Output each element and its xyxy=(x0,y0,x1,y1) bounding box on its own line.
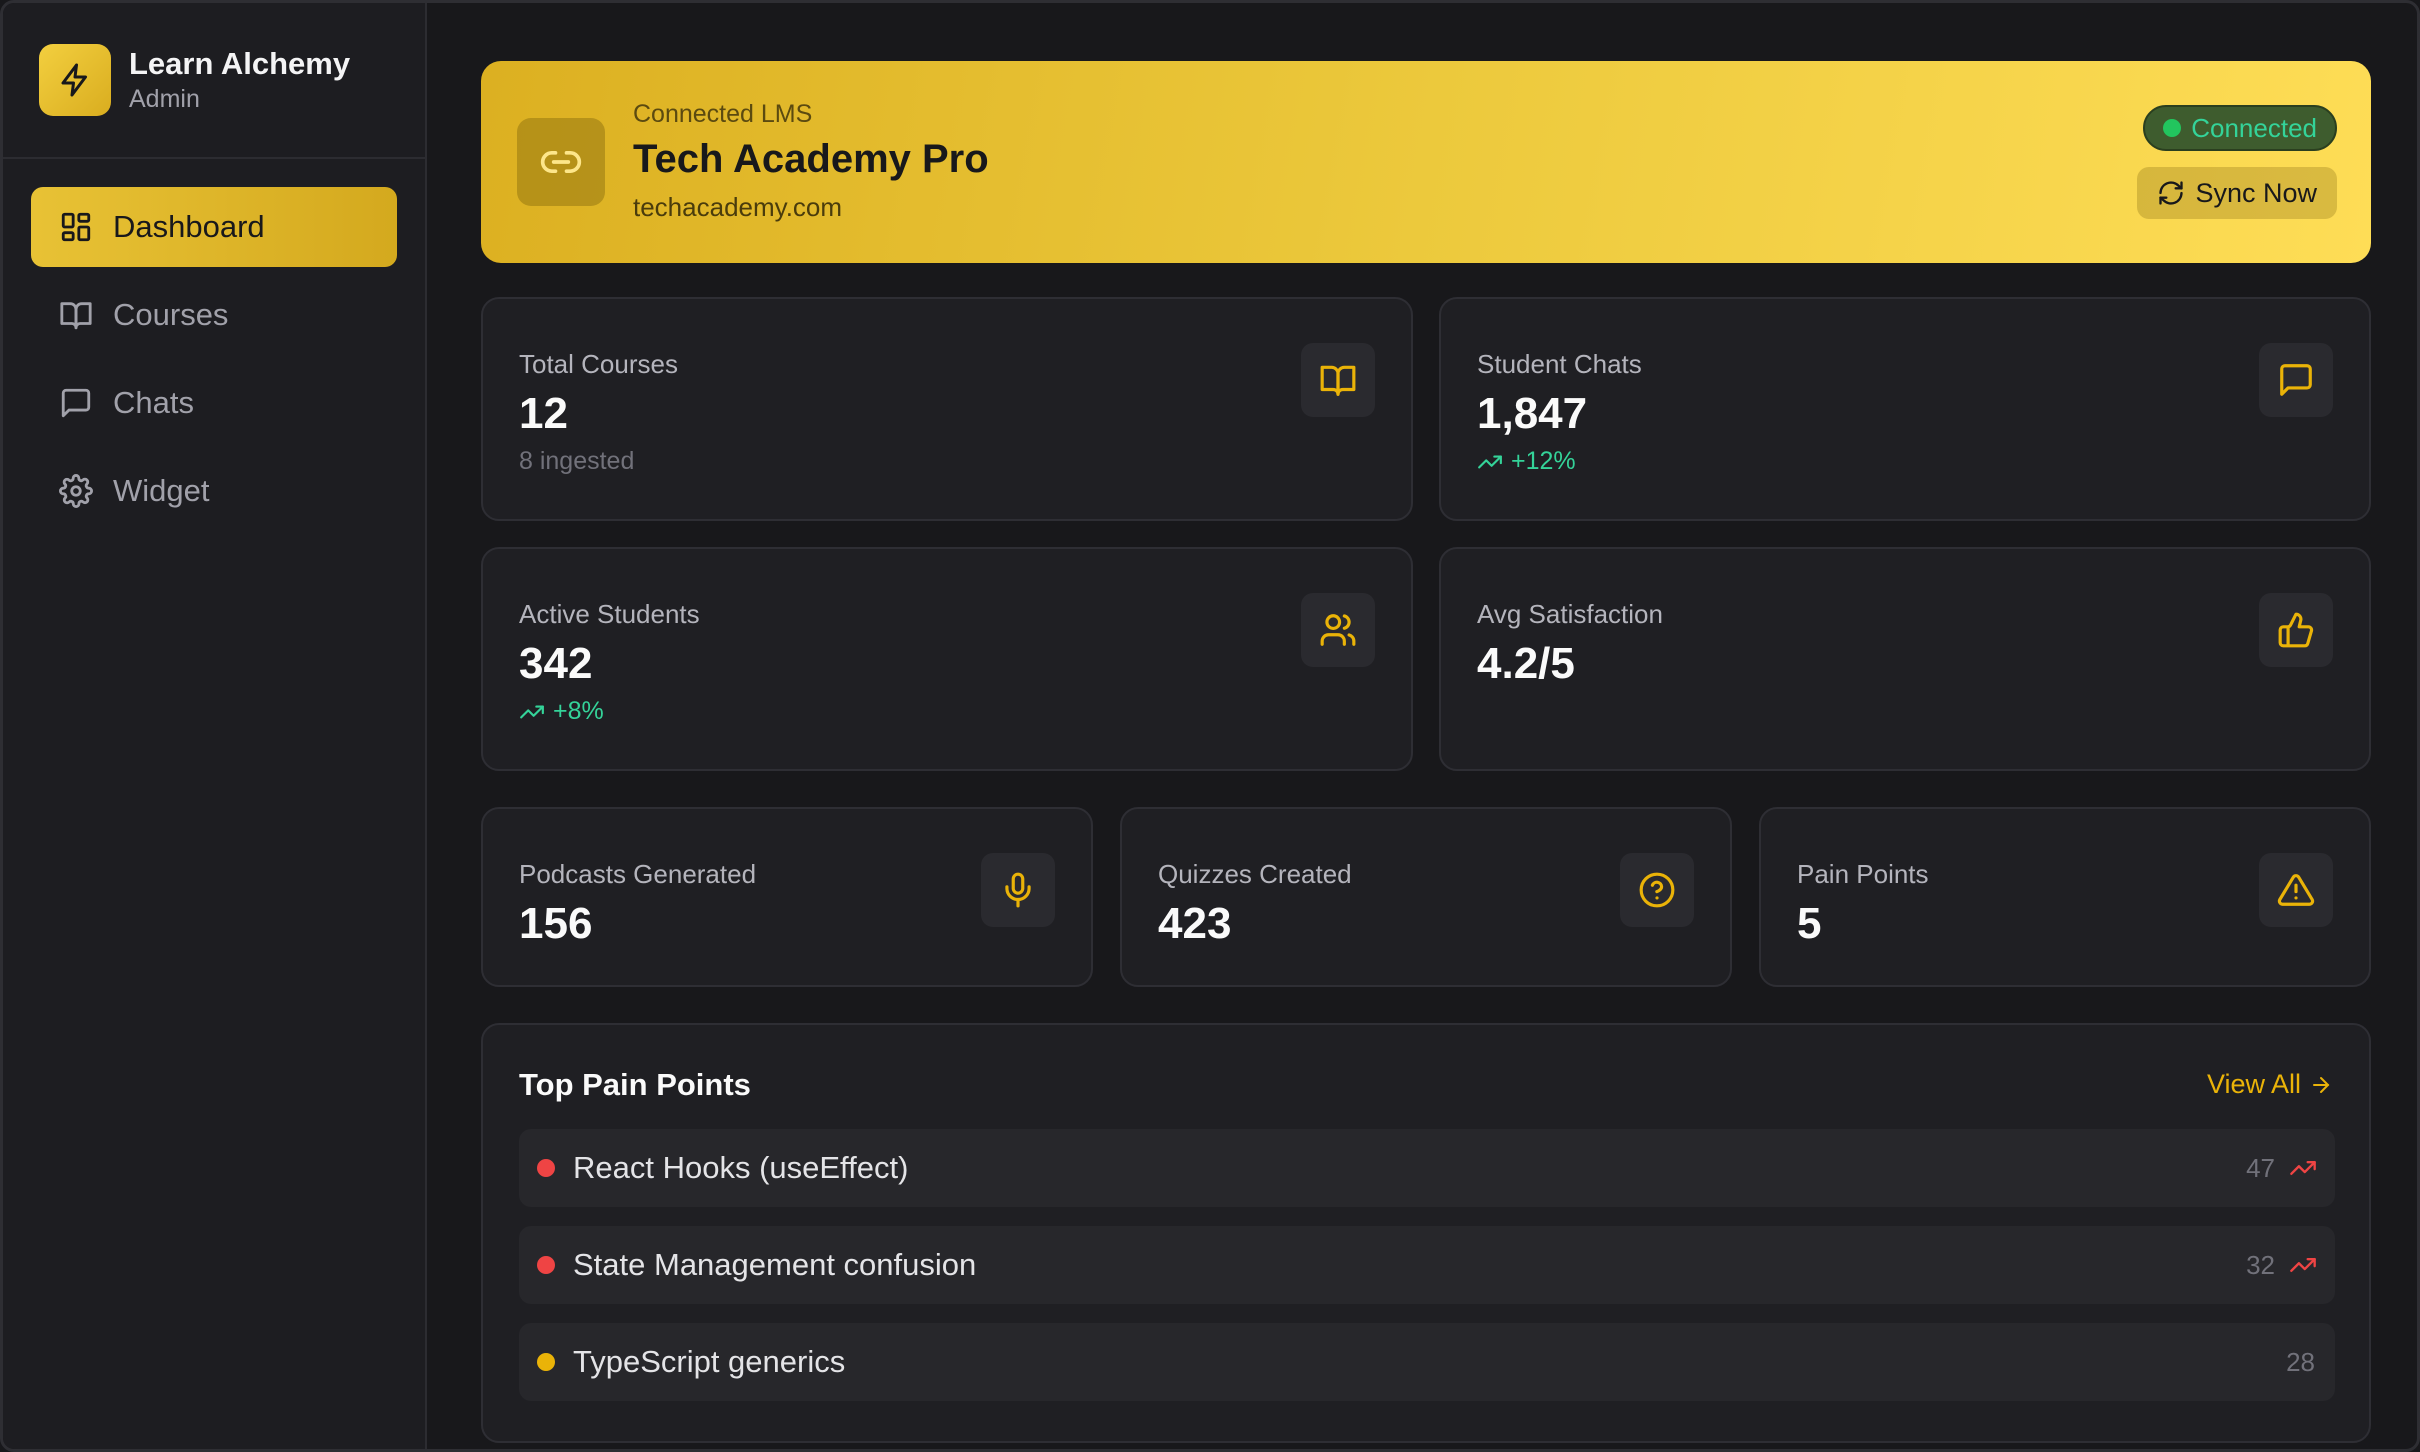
sidebar-item-label: Chats xyxy=(113,385,194,420)
alert-triangle-icon xyxy=(2259,853,2333,927)
book-open-icon xyxy=(60,302,92,330)
stat-label: Quizzes Created xyxy=(1158,859,1352,889)
users-icon xyxy=(1301,593,1375,667)
lms-name: Tech Academy Pro xyxy=(633,137,989,181)
refresh-icon xyxy=(2159,181,2184,205)
brand-role: Admin xyxy=(129,85,200,113)
stat-card-avg-satisfaction: Avg Satisfaction 4.2/5 xyxy=(1439,547,2371,771)
stat-trend: +12% xyxy=(1477,447,1576,476)
link-icon xyxy=(517,118,605,206)
stat-label: Total Courses xyxy=(519,349,678,379)
brand: Learn Alchemy Admin xyxy=(3,3,425,159)
gear-icon xyxy=(59,474,93,508)
sidebar-item-label: Courses xyxy=(113,297,229,332)
top-pain-points-panel: Top Pain Points View All React Hooks (us… xyxy=(481,1023,2371,1443)
lms-banner: Connected LMS Tech Academy Pro techacade… xyxy=(481,61,2371,263)
arrow-right-icon xyxy=(2313,1076,2330,1093)
severity-dot-icon xyxy=(537,1256,555,1274)
severity-dot-icon xyxy=(537,1159,555,1177)
banner-label: Connected LMS xyxy=(633,100,813,128)
trending-up-icon xyxy=(2290,1161,2316,1175)
stat-value: 1,847 xyxy=(1477,389,1588,438)
status-dot-icon xyxy=(2163,119,2182,137)
view-all-label: View All xyxy=(2206,1069,2301,1099)
stat-value: 156 xyxy=(519,899,593,948)
view-all-link[interactable]: View All xyxy=(2207,1069,2333,1100)
stat-label: Podcasts Generated xyxy=(519,859,757,889)
dashboard-icon xyxy=(61,212,91,242)
pain-point-text: React Hooks (useEffect) xyxy=(573,1150,909,1185)
book-open-icon xyxy=(1301,343,1375,417)
stat-label: Active Students xyxy=(519,599,700,629)
sidebar: Learn Alchemy Admin Dashboard Courses Ch… xyxy=(3,3,427,1449)
trend-value: +8% xyxy=(553,697,604,725)
stat-value: 423 xyxy=(1158,899,1232,948)
stat-card-active-students: Active Students 342 +8% xyxy=(481,547,1413,771)
stat-label: Avg Satisfaction xyxy=(1477,599,1663,629)
trend-value: +12% xyxy=(1511,447,1576,475)
sync-label: Sync Now xyxy=(2195,177,2317,208)
message-square-icon xyxy=(2259,343,2333,417)
stat-trend: +8% xyxy=(519,697,604,726)
stat-value: 4.2/5 xyxy=(1477,639,1575,688)
stat-label: Student Chats xyxy=(1477,349,1642,379)
status-badge: Connected xyxy=(2143,105,2337,151)
pain-point-row[interactable]: React Hooks (useEffect) 47 xyxy=(519,1129,2335,1207)
pain-point-count: 47 xyxy=(2246,1152,2275,1183)
pain-point-count: 28 xyxy=(2286,1346,2315,1377)
stat-card-quizzes: Quizzes Created 423 xyxy=(1120,807,1732,987)
brand-name: Learn Alchemy xyxy=(129,46,351,81)
severity-dot-icon xyxy=(537,1353,555,1371)
microphone-icon xyxy=(981,853,1055,927)
message-square-icon xyxy=(61,388,91,418)
trending-up-icon xyxy=(2290,1258,2316,1272)
sidebar-item-courses[interactable]: Courses xyxy=(31,275,397,355)
thumbs-up-icon xyxy=(2259,593,2333,667)
stat-value: 5 xyxy=(1797,899,1822,948)
sidebar-item-label: Dashboard xyxy=(113,209,265,244)
sidebar-item-label: Widget xyxy=(113,473,210,508)
sidebar-nav: Dashboard Courses Chats Widget xyxy=(3,159,425,531)
stat-card-total-courses: Total Courses 12 8 ingested xyxy=(481,297,1413,521)
panel-title: Top Pain Points xyxy=(519,1067,751,1102)
sidebar-item-dashboard[interactable]: Dashboard xyxy=(31,187,397,267)
stat-value: 12 xyxy=(519,389,568,438)
stat-card-student-chats: Student Chats 1,847 +12% xyxy=(1439,297,2371,521)
trending-up-icon xyxy=(1478,455,1502,468)
main-content: Connected LMS Tech Academy Pro techacade… xyxy=(481,61,2371,1443)
pain-point-text: TypeScript generics xyxy=(573,1344,846,1379)
pain-point-count: 32 xyxy=(2246,1249,2275,1280)
stat-card-pain-points: Pain Points 5 xyxy=(1759,807,2371,987)
pain-point-text: State Management confusion xyxy=(573,1247,977,1282)
status-text: Connected xyxy=(2191,112,2317,143)
sidebar-item-widget[interactable]: Widget xyxy=(31,451,397,531)
lightning-logo-icon xyxy=(39,44,111,116)
pain-point-row[interactable]: State Management confusion 32 xyxy=(519,1226,2335,1304)
pain-point-row[interactable]: TypeScript generics 28 xyxy=(519,1323,2335,1401)
help-circle-icon xyxy=(1620,853,1694,927)
sync-now-button[interactable]: Sync Now xyxy=(2137,167,2337,219)
stat-sub: 8 ingested xyxy=(519,447,635,475)
trending-up-icon xyxy=(520,705,544,718)
lms-url: techacademy.com xyxy=(633,192,843,222)
stat-card-podcasts: Podcasts Generated 156 xyxy=(481,807,1093,987)
sidebar-item-chats[interactable]: Chats xyxy=(31,363,397,443)
stat-value: 342 xyxy=(519,639,593,688)
stat-label: Pain Points xyxy=(1797,859,1929,889)
